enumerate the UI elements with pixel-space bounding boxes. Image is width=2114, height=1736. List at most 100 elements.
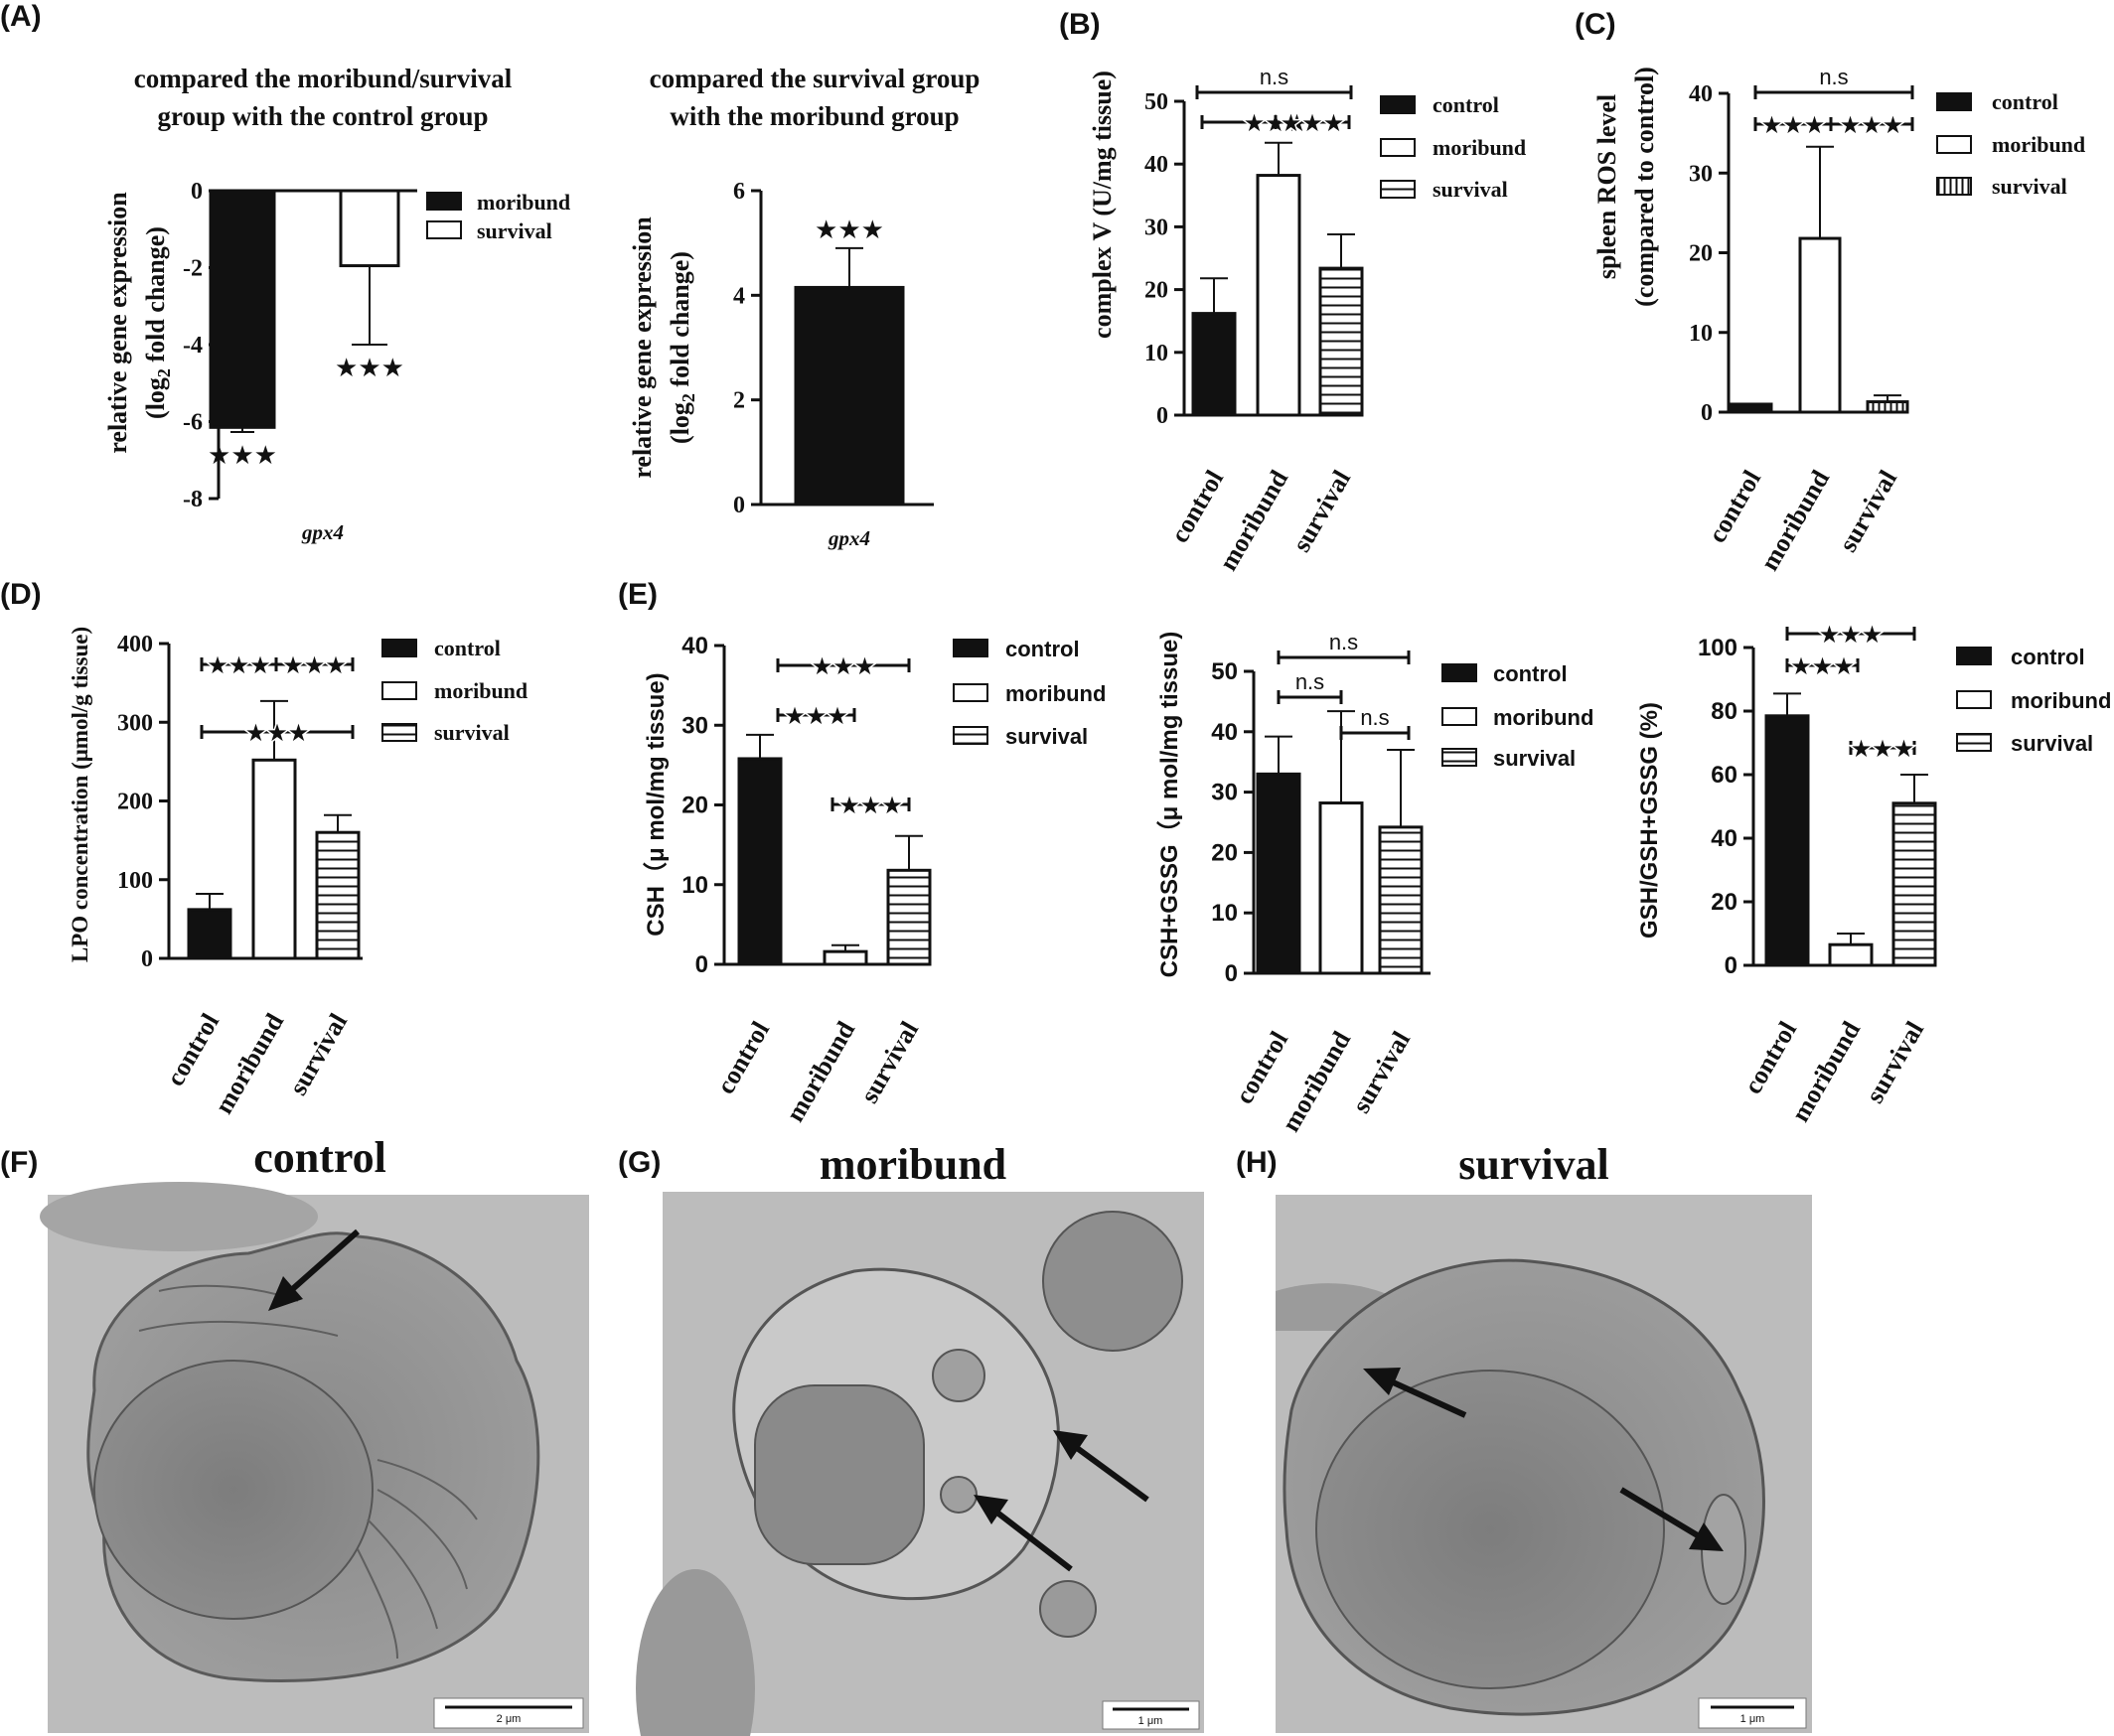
x-tick-label: survival (854, 1017, 924, 1108)
x-tick-label: control (1165, 466, 1230, 548)
y-axis-label-line-2: (log2 fold change) (666, 251, 698, 444)
y-tick-label: 300 (117, 710, 153, 736)
y-axis-label: complex V (U/mg tissue) (1088, 71, 1117, 339)
y-tick-label: 2 (733, 388, 745, 414)
legend: control moribund survival (1956, 645, 2111, 756)
bar-survival (1891, 801, 1937, 967)
chart-e-gsh-ratio: GSH/GSH+GSSG (%) control moribund surviv… (1636, 621, 2111, 1127)
cell-nucleus (93, 1360, 374, 1620)
chart-a-survival-vs-moribund: compared the survival group with the mor… (628, 64, 980, 550)
y-tick-label: 40 (1211, 719, 1238, 746)
legend-label-survival: survival (477, 218, 552, 243)
legend-label-survival: survival (1992, 174, 2067, 199)
significance-stars: ★★★ (208, 440, 277, 470)
legend-label-control: control (1433, 92, 1499, 117)
bar-control (187, 908, 232, 960)
legend-swatch-survival (1936, 177, 1972, 196)
bar-survival (315, 830, 361, 960)
y-tick-label: 20 (681, 793, 708, 819)
y-tick-label: 60 (1711, 762, 1737, 789)
y-axis-label: GSH/GSH+GSSG (%) (1636, 702, 1663, 939)
legend-swatch-control (1441, 663, 1477, 682)
chart-title-line-1: compared the survival group (650, 64, 981, 93)
significance-label: n.s (1360, 705, 1389, 730)
micrograph-title: survival (1458, 1140, 1609, 1189)
y-axis-label: CSH+GSSG（μ mol/mg tissue) (1156, 632, 1183, 978)
legend-label-moribund: moribund (434, 678, 528, 703)
bar-control (1730, 402, 1773, 414)
panel-label-c: (C) (1575, 8, 1616, 41)
y-tick-label: 200 (117, 790, 153, 815)
adjacent-cell (1039, 1580, 1097, 1638)
significance-label: ★★★ (207, 652, 271, 679)
legend-label-control: control (1493, 661, 1568, 686)
y-tick-label: 400 (117, 632, 153, 657)
y-tick-label: 0 (191, 179, 203, 205)
y-tick-label: 50 (1211, 658, 1238, 685)
y-tick-label: 10 (1689, 321, 1713, 347)
scale-bar-label: 2 μm (497, 1713, 522, 1725)
y-tick-label: 0 (141, 946, 153, 972)
legend-label-moribund: moribund (1493, 705, 1593, 730)
significance-label: ★★★ (1851, 736, 1915, 763)
y-tick-label: 20 (1711, 889, 1737, 916)
significance-label: ★★★ (1840, 112, 1904, 139)
adjacent-cell (40, 1182, 318, 1251)
legend-swatch-survival (1956, 733, 1992, 752)
legend-swatch-control (381, 639, 417, 657)
bar-moribund (251, 758, 297, 960)
legend: control moribund survival (381, 636, 528, 745)
legend-swatch-moribund (381, 681, 417, 700)
panel-label-f: (F) (0, 1146, 38, 1179)
y-tick-label: 0 (1701, 400, 1713, 426)
y-tick-label: 40 (1689, 81, 1713, 107)
y-tick-label: 40 (1711, 825, 1737, 852)
legend-swatch-survival (1380, 180, 1416, 199)
chart-title-line-2: with the moribund group (670, 101, 959, 131)
significance-stars: ★★★ (815, 215, 884, 244)
x-axis-label: gpx4 (301, 520, 344, 544)
panel-label-b: (B) (1059, 8, 1101, 41)
bar-moribund (1798, 236, 1842, 414)
legend-swatch-moribund (1380, 138, 1416, 157)
y-tick-label: 40 (681, 633, 708, 659)
x-axis-label: gpx4 (828, 526, 870, 550)
bar-control (1764, 714, 1810, 967)
legend: control moribund survival (1441, 661, 1593, 771)
legend-label-moribund: moribund (1005, 681, 1106, 706)
x-tick-label: control (161, 1009, 226, 1091)
bar-control (737, 757, 783, 966)
legend-swatch-control (953, 639, 988, 657)
mitochondrion (940, 1476, 978, 1514)
y-tick-label: 80 (1711, 698, 1737, 725)
significance-label: ★★★ (838, 793, 903, 819)
bar-moribund (209, 189, 276, 429)
legend-swatch-control (1936, 92, 1972, 111)
y-axis-label-line-2: (log2 fold change) (141, 226, 174, 419)
x-tick-label: control (1703, 466, 1767, 548)
cell-nucleus (1315, 1370, 1665, 1689)
legend-swatch-control (1380, 95, 1416, 114)
y-axis-label-line-1: spleen ROS level (1592, 94, 1621, 279)
x-tick-label: control (1230, 1027, 1294, 1109)
bar-moribund (1828, 942, 1874, 967)
legend-label-survival: survival (434, 720, 510, 745)
legend-label-moribund: moribund (1992, 132, 2085, 157)
y-tick-label: 30 (681, 712, 708, 739)
legend-swatch-survival (953, 726, 988, 745)
bar-survival (886, 868, 932, 966)
x-tick-label: survival (1346, 1027, 1416, 1118)
y-tick-label: 20 (1144, 278, 1168, 304)
micrograph-title: moribund (820, 1140, 1006, 1189)
micrograph-moribund: moribund 1 μm (636, 1140, 1204, 1736)
legend-swatch-moribund (426, 192, 462, 211)
bar-control (1191, 312, 1237, 417)
y-tick-label: 50 (1144, 89, 1168, 115)
legend-swatch-survival (1441, 748, 1477, 767)
micrograph-control: control 2 μm (40, 1133, 589, 1733)
scale-bar-label: 1 μm (1740, 1713, 1765, 1725)
legend: control moribund survival (953, 637, 1106, 749)
chart-e-csh: CSH（μ mol/mg tissue) control moribund su… (643, 633, 1106, 1126)
chart-title-line-2: group with the control group (157, 101, 488, 131)
y-tick-label: -2 (183, 256, 203, 282)
